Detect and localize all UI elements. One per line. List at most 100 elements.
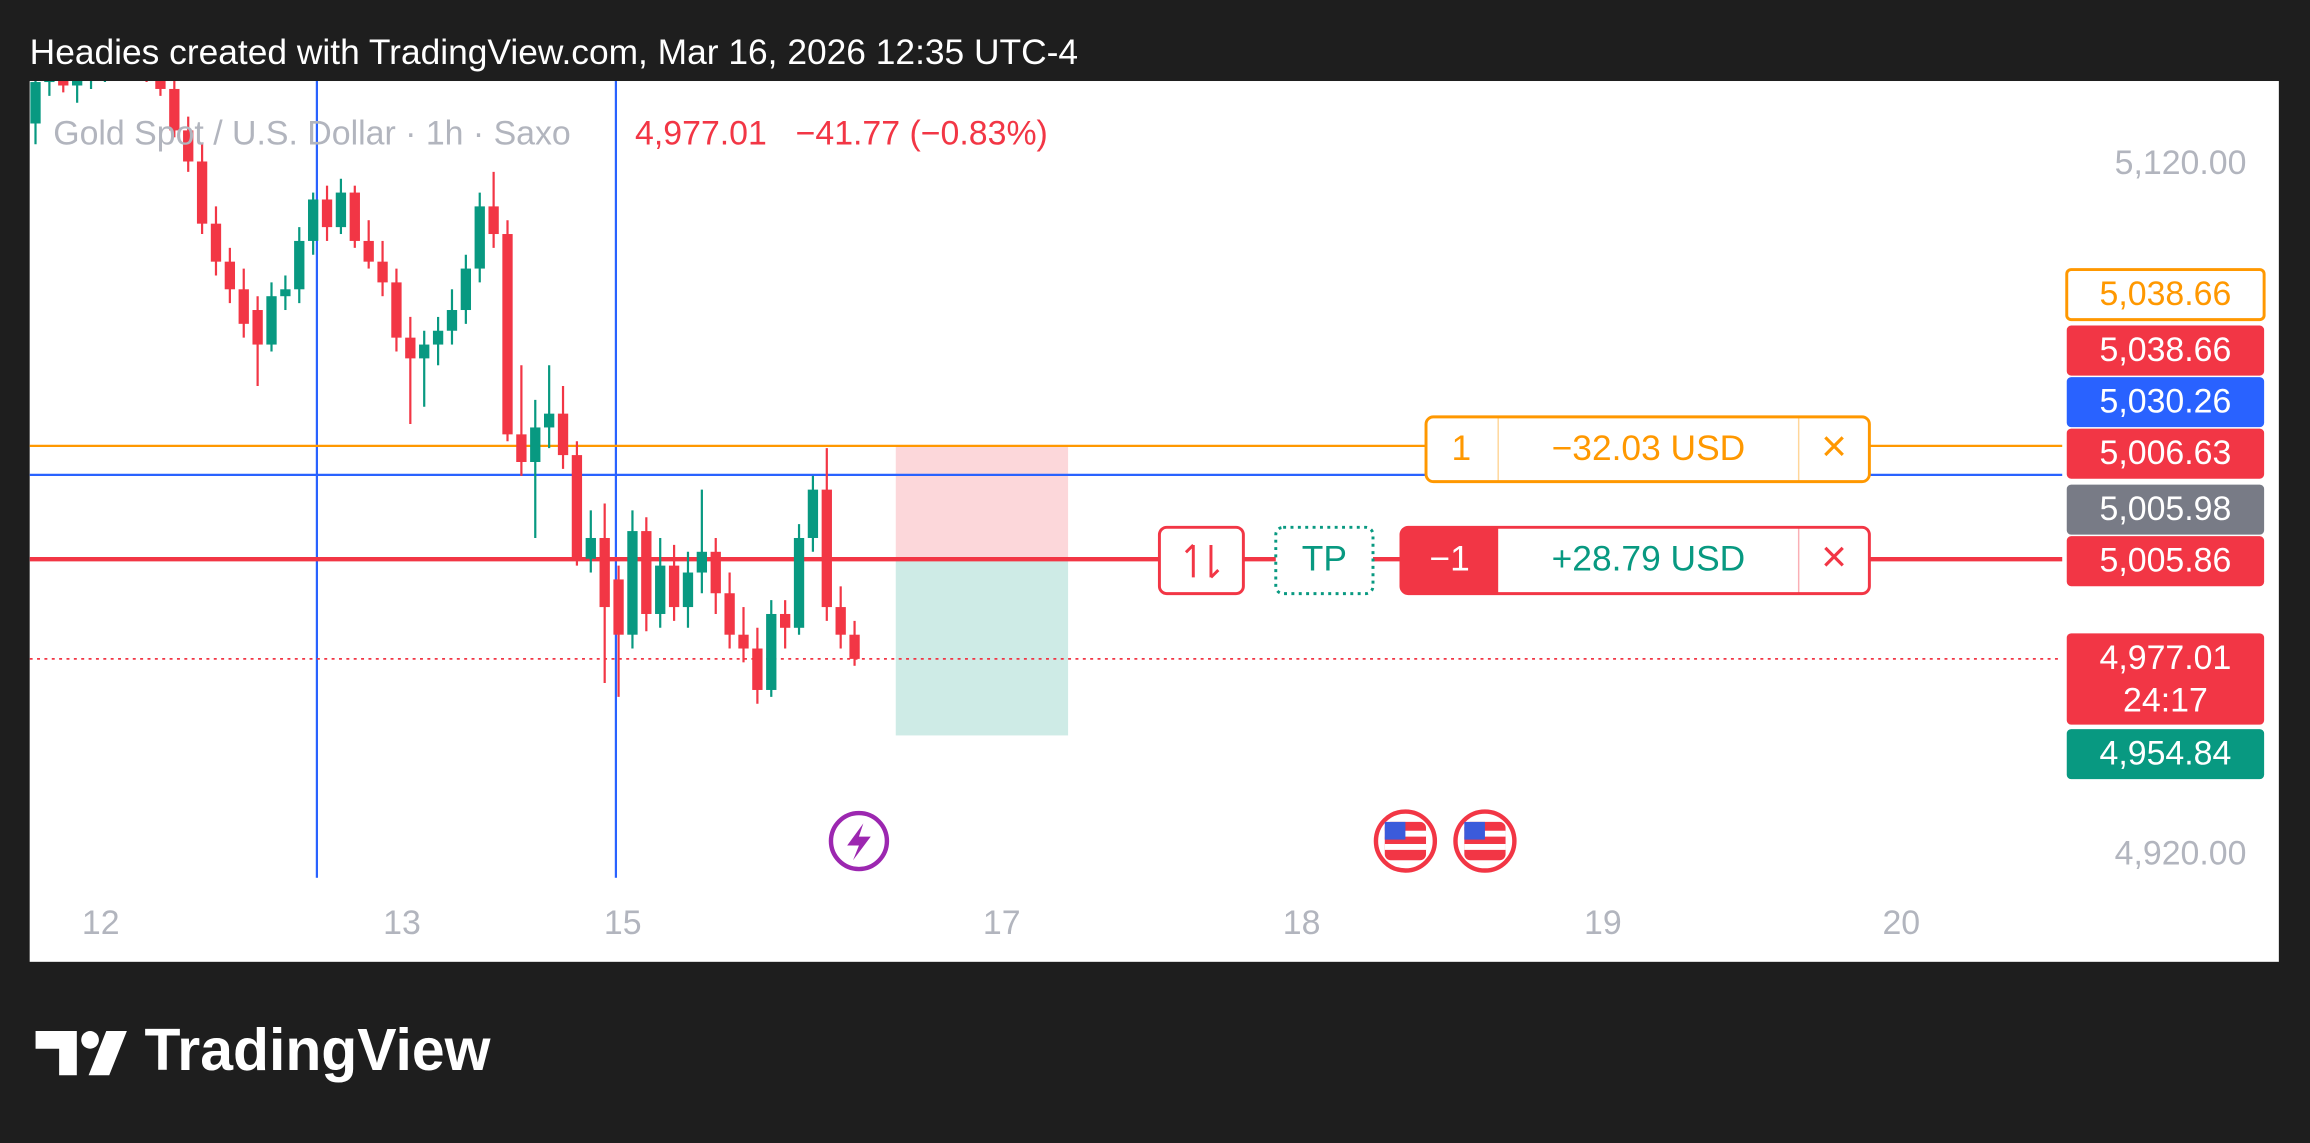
candle-body [238,289,249,324]
candle-body [655,565,666,614]
candle-body [585,537,596,559]
candle-body [849,634,860,659]
candle-body [668,565,680,608]
candle-body [321,199,333,228]
x-tick-label: 12 [82,904,120,942]
candle-body [391,282,402,338]
price-label: 4,954.84 [2100,735,2232,773]
candle-body [474,206,485,269]
candle-body [641,531,652,614]
event-icon [828,810,890,872]
overlay: 1 −32.03 USD × TP −1 +28.79 USD × [1157,415,1871,596]
candle-body [419,344,430,359]
candle-body [807,489,819,538]
candle-body [543,413,555,428]
candle-body [432,330,444,345]
order-pnl: +28.79 USD [1552,540,1746,579]
y-tick-label: 4,920.00 [2115,835,2247,873]
candle-body [335,192,347,228]
price-label-box [2066,729,2265,780]
candle-body [377,261,388,283]
price-label-box [2066,633,2265,725]
tp-button [1274,525,1375,596]
flag-icon [1453,809,1517,873]
price-label-box [2066,325,2265,376]
candle-body [224,261,236,290]
price-label-box [2066,377,2265,428]
candle-body [266,296,277,345]
candle-body [613,579,624,635]
symbol-title: Gold Spot / U.S. Dollar · 1h · Saxo [53,114,571,152]
close-button: × [1821,422,1847,471]
candle-body [210,223,222,262]
candle-body [516,434,527,462]
candle-body [446,310,458,331]
x-tick-label: 18 [1283,904,1321,942]
price-label-box [2066,536,2265,587]
price-label: 5,006.63 [2100,434,2232,472]
candle-body [252,310,263,345]
candle-body [738,634,749,649]
candle-body [779,613,791,628]
order-pnl: −32.03 USD [1552,429,1746,468]
header: Headies created with TradingView.com, Ma… [30,33,1078,72]
candle-body [183,130,194,162]
candle-body [530,427,541,462]
price-label: 5,005.86 [2100,542,2232,580]
candle-body [169,88,180,131]
flag-icon [1373,809,1438,873]
reverse-button [1157,525,1245,596]
candle-body [696,551,708,573]
order-box [1424,415,1871,484]
last-price: 4,977.01 [635,114,767,152]
candle-body [280,289,291,297]
candle-body [766,613,777,690]
chart-panel [29,81,2279,962]
candle-body [627,531,638,635]
reverse-icon [1184,543,1220,579]
price-label: 5,005.98 [2100,490,2232,528]
candle-body [363,240,374,262]
countdown: 24:17 [2123,682,2208,720]
candle-body [502,234,513,435]
candle-body [821,489,832,608]
candle-body [294,240,305,290]
stop-zone [895,445,1069,560]
x-tick-label: 13 [383,904,421,942]
price-label: 5,038.66 [2100,331,2232,369]
order-qty: 1 [1452,429,1472,468]
candle-body [460,268,472,311]
y-tick-label: 5,120.00 [2115,144,2247,182]
candle-body [488,206,499,235]
candle-body [405,337,416,359]
candle-body [196,161,208,224]
candle-body [724,593,735,635]
x-tick-label: 20 [1882,904,1920,942]
candle-body [682,572,694,608]
footer-brand: TradingView [145,1018,491,1083]
price-label-box [2066,428,2265,479]
price-label: 4,977.01 [2100,639,2232,677]
candle-body [58,81,69,86]
candle-body [599,537,610,608]
candle-body [710,551,721,594]
candle-body [349,192,360,241]
logo [35,1031,127,1076]
candle-body [30,82,41,124]
target-zone [895,559,1069,736]
candle-body [307,199,319,241]
price-label-box [2065,268,2266,322]
x-tick-label: 15 [604,904,642,942]
close-button: × [1821,532,1847,581]
candle-body [155,81,166,89]
candle-body [793,537,805,628]
candle-body [571,455,583,559]
price-label-box [2066,484,2265,535]
order-qty-fill [1400,527,1499,594]
tp-label: TP [1302,540,1347,579]
candle-body [835,607,846,635]
candle-body [557,413,569,456]
x-tick-label: 19 [1584,904,1622,942]
candle-body [71,81,83,86]
price-label: 5,038.66 [2100,275,2232,313]
